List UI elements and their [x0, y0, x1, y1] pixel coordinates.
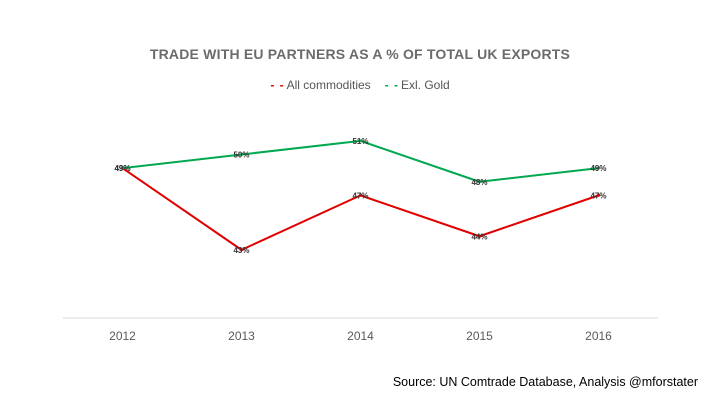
data-point — [478, 180, 481, 184]
series-line — [121, 167, 599, 251]
data-point — [240, 153, 243, 156]
data-label: 43% — [233, 246, 249, 255]
legend-label-all-commodities: All commodities — [286, 78, 371, 92]
x-tick-label: 2015 — [466, 329, 493, 343]
chart-title: TRADE WITH EU PARTNERS AS A % OF TOTAL U… — [149, 46, 571, 62]
data-label: 47% — [352, 191, 368, 200]
data-label: 48% — [471, 178, 487, 187]
legend-item-exl-gold: - - Exl. Gold — [385, 78, 450, 92]
x-tick-label: 2012 — [109, 329, 136, 343]
data-point — [597, 166, 600, 170]
data-label: 49% — [114, 164, 130, 173]
legend-swatch-all-commodities: - - — [270, 78, 285, 92]
data-label: 49% — [590, 164, 606, 173]
data-label: 47% — [590, 191, 606, 200]
data-label: 51% — [352, 137, 368, 146]
source-note: Source: UN Comtrade Database, Analysis @… — [392, 375, 698, 389]
data-point — [359, 139, 362, 143]
legend-label-exl-gold: Exl. Gold — [401, 78, 450, 92]
series-line — [122, 139, 599, 183]
x-tick-label: 2016 — [585, 329, 612, 343]
legend-item-all-commodities: - - All commodities — [270, 78, 370, 92]
x-tick-label: 2014 — [347, 329, 374, 343]
legend-swatch-exl-gold: - - — [384, 78, 399, 92]
data-point — [240, 248, 243, 252]
data-point — [121, 166, 124, 170]
data-label: 50% — [233, 151, 249, 160]
data-point — [478, 234, 481, 238]
chart-legend: - - All commodities - - Exl. Gold — [0, 78, 720, 92]
data-label: 44% — [471, 232, 487, 241]
x-tick-label: 2013 — [228, 329, 255, 343]
data-point — [359, 193, 362, 197]
data-point — [597, 193, 600, 197]
